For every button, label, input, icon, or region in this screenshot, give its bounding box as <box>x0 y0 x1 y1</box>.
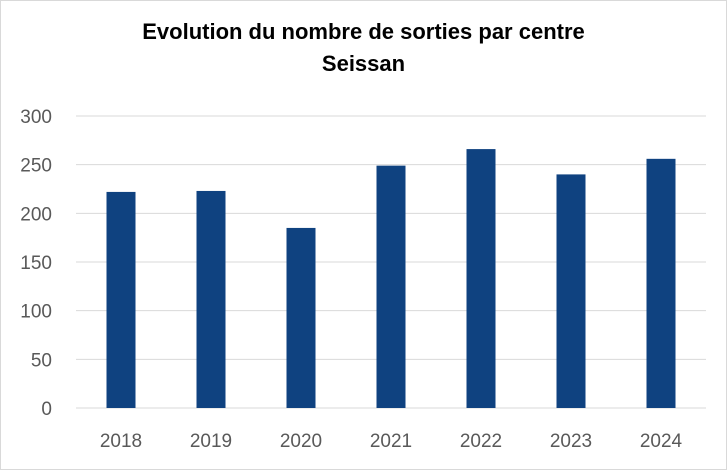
x-tick-label: 2019 <box>190 431 232 452</box>
y-tick-label: 100 <box>20 302 52 323</box>
bar-2019 <box>196 190 226 408</box>
chart-title-line1: Evolution du nombre de sorties par centr… <box>142 19 585 44</box>
bar-2024 <box>646 158 676 408</box>
y-tick-label: 200 <box>20 204 52 225</box>
x-tick-label: 2020 <box>280 431 322 452</box>
y-tick-label: 150 <box>20 253 52 274</box>
x-tick-label: 2022 <box>460 431 502 452</box>
bar-2022 <box>466 149 496 408</box>
x-tick-label: 2018 <box>100 431 142 452</box>
x-axis-ticks: 2018 2019 2020 2021 2022 2023 2024 <box>100 431 683 452</box>
x-tick-label: 2023 <box>550 431 592 452</box>
bar-2021 <box>376 165 406 408</box>
bar-2018 <box>106 191 136 408</box>
x-tick-label: 2021 <box>370 431 412 452</box>
x-tick-label: 2024 <box>640 431 683 452</box>
bar-2023 <box>556 174 586 408</box>
y-tick-label: 300 <box>20 107 52 128</box>
chart-title: Evolution du nombre de sorties par centr… <box>0 16 727 80</box>
y-tick-label: 250 <box>20 156 52 177</box>
bar-2020 <box>286 227 316 408</box>
y-tick-label: 0 <box>41 399 52 420</box>
bars <box>106 149 676 408</box>
chart-title-line2: Seissan <box>321 51 406 76</box>
y-axis-ticks: 0 50 100 150 200 250 300 <box>20 107 52 420</box>
y-tick-label: 50 <box>31 350 52 371</box>
